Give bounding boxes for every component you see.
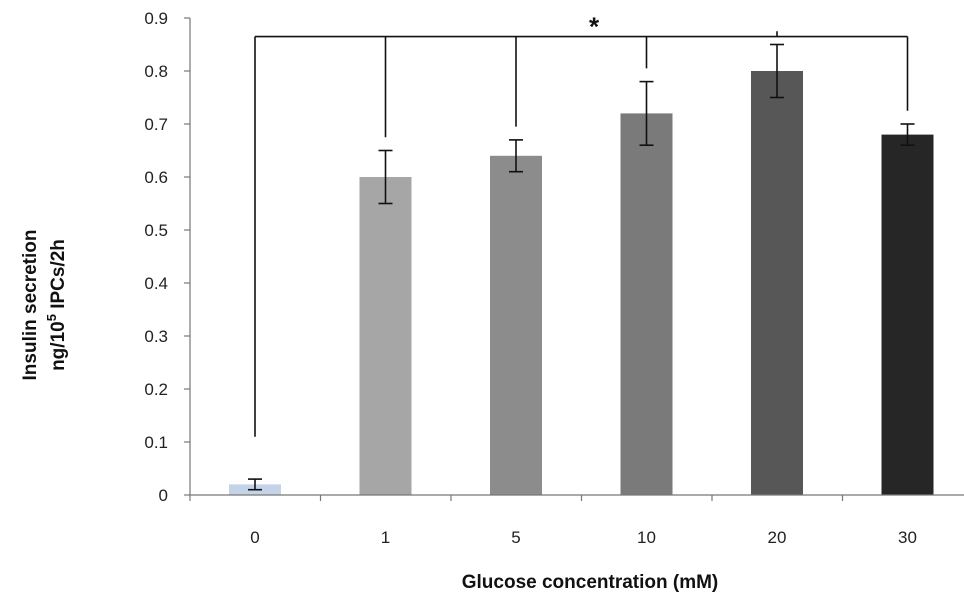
- error-bar: [639, 80, 654, 146]
- y-axis-title: Insulin secretion: [20, 230, 41, 381]
- y-tick-label: 0.4: [144, 274, 168, 293]
- bar: [881, 134, 934, 495]
- bar: [751, 71, 803, 495]
- y-axis-title-line2: ng/105 IPCs/2h: [44, 239, 69, 371]
- y-tick-label: 0.9: [144, 9, 168, 28]
- y-tick-label: 0.5: [144, 221, 168, 240]
- y-tick-label: 0.1: [144, 433, 168, 452]
- y-axis-title-unit-suffix: IPCs/2h: [48, 239, 69, 314]
- y-axis-title-unit-prefix: ng/10: [48, 321, 69, 371]
- x-tick-label: 10: [637, 528, 656, 547]
- bar: [490, 155, 542, 496]
- error-bars: [248, 43, 915, 491]
- bar: [359, 177, 412, 495]
- x-tick-label: 1: [381, 528, 390, 547]
- y-axis: 0 0.1 0.2 0.3 0.4 0.5 0.6 0.7 0.8 0.9: [144, 9, 191, 505]
- y-tick-label: 0: [159, 486, 168, 505]
- x-tick-label: 0: [250, 528, 259, 547]
- error-bar: [770, 43, 784, 99]
- error-bar: [509, 139, 523, 173]
- y-tick-label: 0.2: [144, 380, 168, 399]
- error-bar: [378, 149, 393, 205]
- x-tick-label: 20: [768, 528, 787, 547]
- significance-bracket: *: [254, 12, 909, 437]
- y-tick-label: 0.3: [144, 327, 168, 346]
- y-tick-label: 0.8: [144, 62, 168, 81]
- x-tick-label: 30: [898, 528, 917, 547]
- significance-star: *: [589, 12, 600, 42]
- x-axis: 0 1 5 10 20 30: [189, 494, 964, 547]
- x-axis-title: Glucose concentration (mM): [462, 572, 719, 593]
- y-axis-title-line1: Insulin secretion: [20, 230, 41, 381]
- bar: [620, 113, 673, 496]
- y-tick-label: 0.6: [144, 168, 168, 187]
- error-bar: [248, 478, 262, 491]
- y-axis-title-exponent: 5: [44, 314, 59, 321]
- bars: [229, 71, 934, 496]
- x-tick-label: 5: [511, 528, 520, 547]
- error-bar: [900, 123, 915, 146]
- y-tick-label: 0.7: [144, 115, 168, 134]
